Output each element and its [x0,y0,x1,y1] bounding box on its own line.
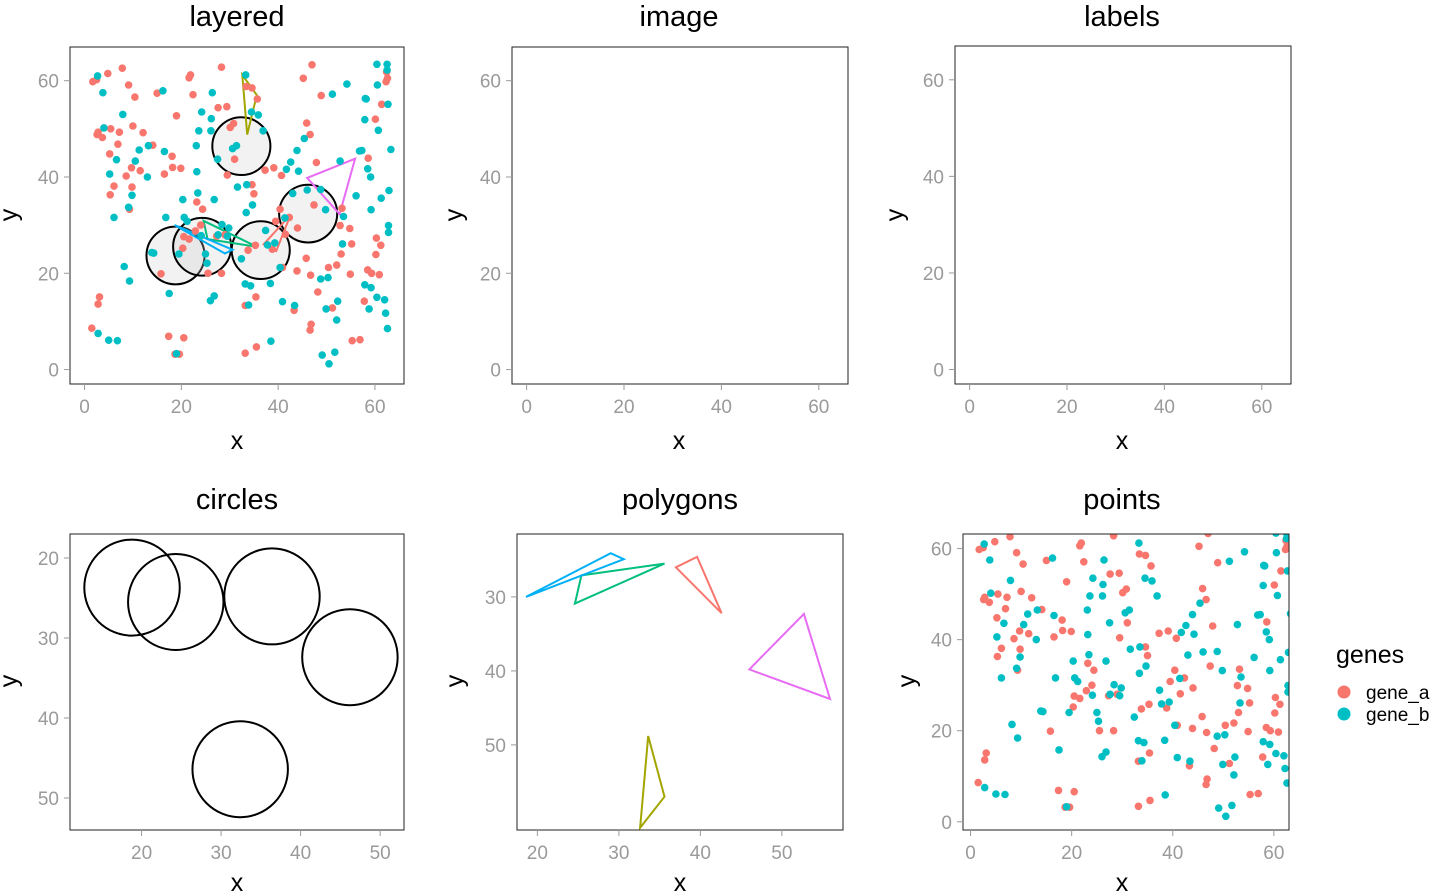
plot-area [88,60,395,368]
panel-title: layered [189,1,284,33]
plot-background [70,47,404,384]
